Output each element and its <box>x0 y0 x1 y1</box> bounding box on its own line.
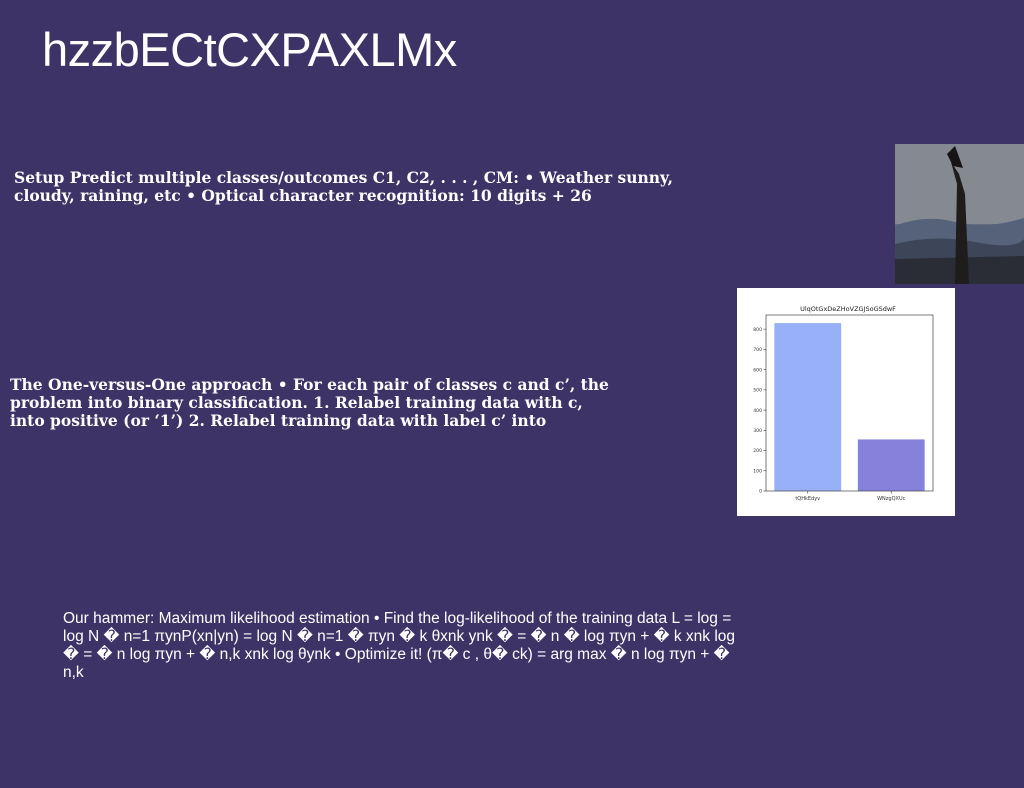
x-tick-label: tQHkEdyv <box>795 496 820 502</box>
bar-chart-svg: UlqOtGxDeZHoVZGJSoGSdwF tQHkEdyv WNzgQXUc… <box>753 305 934 502</box>
bar-WNzgQXUc <box>857 439 925 491</box>
y-tick-label: 800 <box>753 327 762 333</box>
hammer-text: Our hammer: Maximum likelihood estimatio… <box>63 610 736 681</box>
x-tick-label: WNzgQXUc <box>877 496 906 502</box>
y-tick-label: 400 <box>753 408 762 414</box>
y-tick-label: 600 <box>753 367 762 373</box>
bar-chart: UlqOtGxDeZHoVZGJSoGSdwF tQHkEdyv WNzgQXUc… <box>737 288 955 516</box>
one-vs-one-text: The One-versus-One approach • For each p… <box>10 375 609 430</box>
plot-frame <box>765 314 934 492</box>
chart-title: UlqOtGxDeZHoVZGJSoGSdwF <box>800 305 896 313</box>
y-tick-label: 500 <box>753 388 762 394</box>
landscape-photo <box>895 144 1024 284</box>
setup-text: Setup Predict multiple classes/outcomes … <box>14 168 673 205</box>
bar-tQHkEdyv <box>774 323 842 491</box>
y-tick-label: 300 <box>753 428 762 434</box>
y-tick-label: 100 <box>753 468 762 474</box>
landscape-photo-art <box>895 144 1024 284</box>
slide-title: hzzbECtCXPAXLMx <box>42 23 457 76</box>
y-tick-label: 0 <box>759 489 762 495</box>
y-tick-label: 200 <box>753 448 762 454</box>
y-tick-label: 700 <box>753 347 762 353</box>
